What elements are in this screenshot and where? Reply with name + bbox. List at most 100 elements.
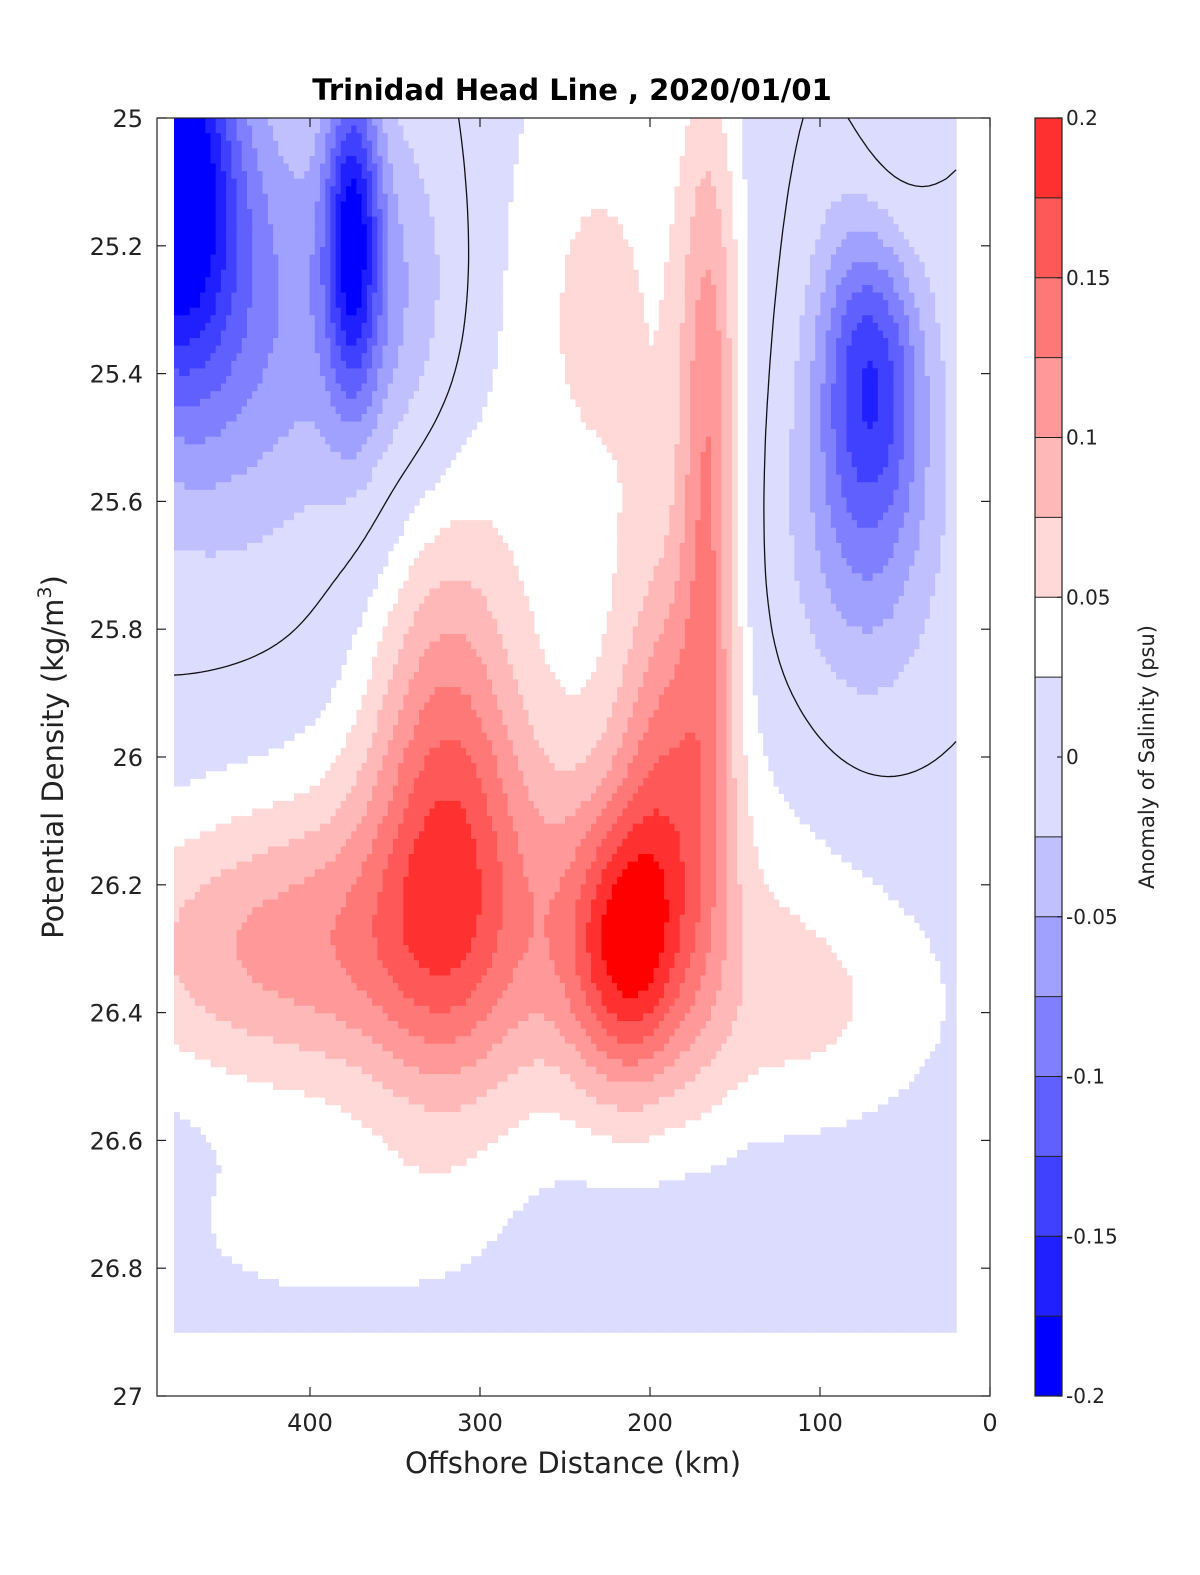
contour-cell [914, 284, 921, 294]
contour-cell [773, 254, 780, 263]
contour-cell [471, 125, 478, 134]
contour-cell [372, 277, 379, 286]
contour-cell [611, 398, 618, 408]
contour-cell [434, 239, 441, 248]
contour-cell [606, 398, 613, 408]
contour-cell [481, 186, 488, 195]
contour-cell [903, 315, 910, 324]
contour-cell [752, 406, 759, 415]
contour-cell [783, 383, 790, 392]
contour-cell [731, 406, 738, 415]
contour-cell [486, 322, 493, 332]
contour-cell [669, 345, 676, 354]
contour-cell [278, 391, 285, 400]
contour-cell [778, 163, 785, 172]
contour-cell [632, 345, 639, 354]
contour-cell [783, 292, 790, 301]
contour-cell [763, 376, 770, 385]
contour-cell [851, 330, 858, 339]
contour-cell [267, 224, 274, 233]
contour-cell [283, 216, 290, 225]
contour-cell [585, 284, 592, 294]
contour-cell [596, 406, 603, 415]
contour-cell [486, 307, 493, 316]
contour-cell [695, 269, 702, 279]
contour-cell [210, 413, 217, 423]
contour-cell [606, 284, 613, 294]
contour-cell [674, 315, 681, 324]
contour-cell [236, 140, 243, 150]
contour-cell [299, 163, 306, 172]
contour-cell [575, 398, 582, 408]
contour-cell [283, 307, 290, 316]
contour-cell [231, 155, 238, 165]
contour-cell [200, 413, 206, 423]
contour-cell [283, 201, 290, 210]
contour-cell [241, 315, 248, 324]
contour-cell [200, 140, 206, 150]
contour-cell [267, 140, 274, 150]
contour-cell [403, 148, 410, 157]
contour-cell [309, 406, 316, 415]
contour-cell [492, 201, 498, 210]
contour-cell [862, 353, 869, 362]
contour-cell [351, 262, 358, 271]
contour-cell [846, 148, 853, 157]
contour-cell [174, 118, 180, 127]
contour-cell [815, 300, 822, 309]
contour-cell [445, 201, 451, 210]
contour-cell [309, 300, 316, 309]
contour-cell [684, 398, 691, 408]
contour-cell [950, 391, 957, 400]
contour-cell [909, 383, 915, 392]
contour-cell [226, 368, 233, 377]
contour-cell [236, 163, 243, 172]
contour-cell [351, 186, 358, 195]
contour-cell [830, 307, 837, 316]
contour-cell [340, 360, 347, 370]
contour-cell [570, 269, 577, 279]
contour-cell [413, 140, 420, 150]
contour-cell [773, 140, 780, 150]
contour-cell [862, 322, 869, 332]
contour-cell [778, 186, 785, 195]
contour-cell [820, 148, 827, 157]
contour-cell [398, 406, 405, 415]
contour-cell [804, 269, 811, 279]
contour-cell [867, 360, 874, 370]
contour-cell [392, 163, 399, 172]
contour-cell [455, 209, 462, 218]
contour-cell [570, 254, 577, 263]
contour-cell [617, 231, 624, 241]
contour-cell [695, 148, 702, 157]
contour-cell [346, 300, 352, 309]
contour-cell [935, 209, 942, 218]
contour-cell [565, 292, 571, 301]
contour-cell [601, 262, 608, 271]
contour-cell [486, 376, 493, 385]
contour-cell [935, 345, 942, 354]
contour-cell [710, 315, 717, 324]
contour-cell [471, 262, 478, 271]
contour-cell [335, 383, 342, 392]
contour-cell [205, 247, 212, 256]
contour-cell [778, 284, 785, 294]
contour-cell [476, 315, 483, 324]
contour-cell [789, 398, 796, 408]
contour-cell [450, 231, 457, 241]
contour-cell [815, 368, 822, 377]
contour-cell [450, 307, 457, 316]
contour-cell [898, 284, 905, 294]
contour-cell [570, 338, 577, 347]
contour-cell [783, 353, 790, 362]
contour-cell [862, 148, 869, 157]
contour-cell [236, 254, 243, 263]
contour-cell [241, 345, 248, 354]
contour-cell [319, 155, 326, 165]
contour-cell [194, 277, 201, 286]
contour-cell [872, 178, 879, 187]
contour-cell [210, 224, 217, 233]
contour-cell [632, 330, 639, 339]
contour-cell [924, 262, 931, 271]
contour-cell [377, 345, 384, 354]
